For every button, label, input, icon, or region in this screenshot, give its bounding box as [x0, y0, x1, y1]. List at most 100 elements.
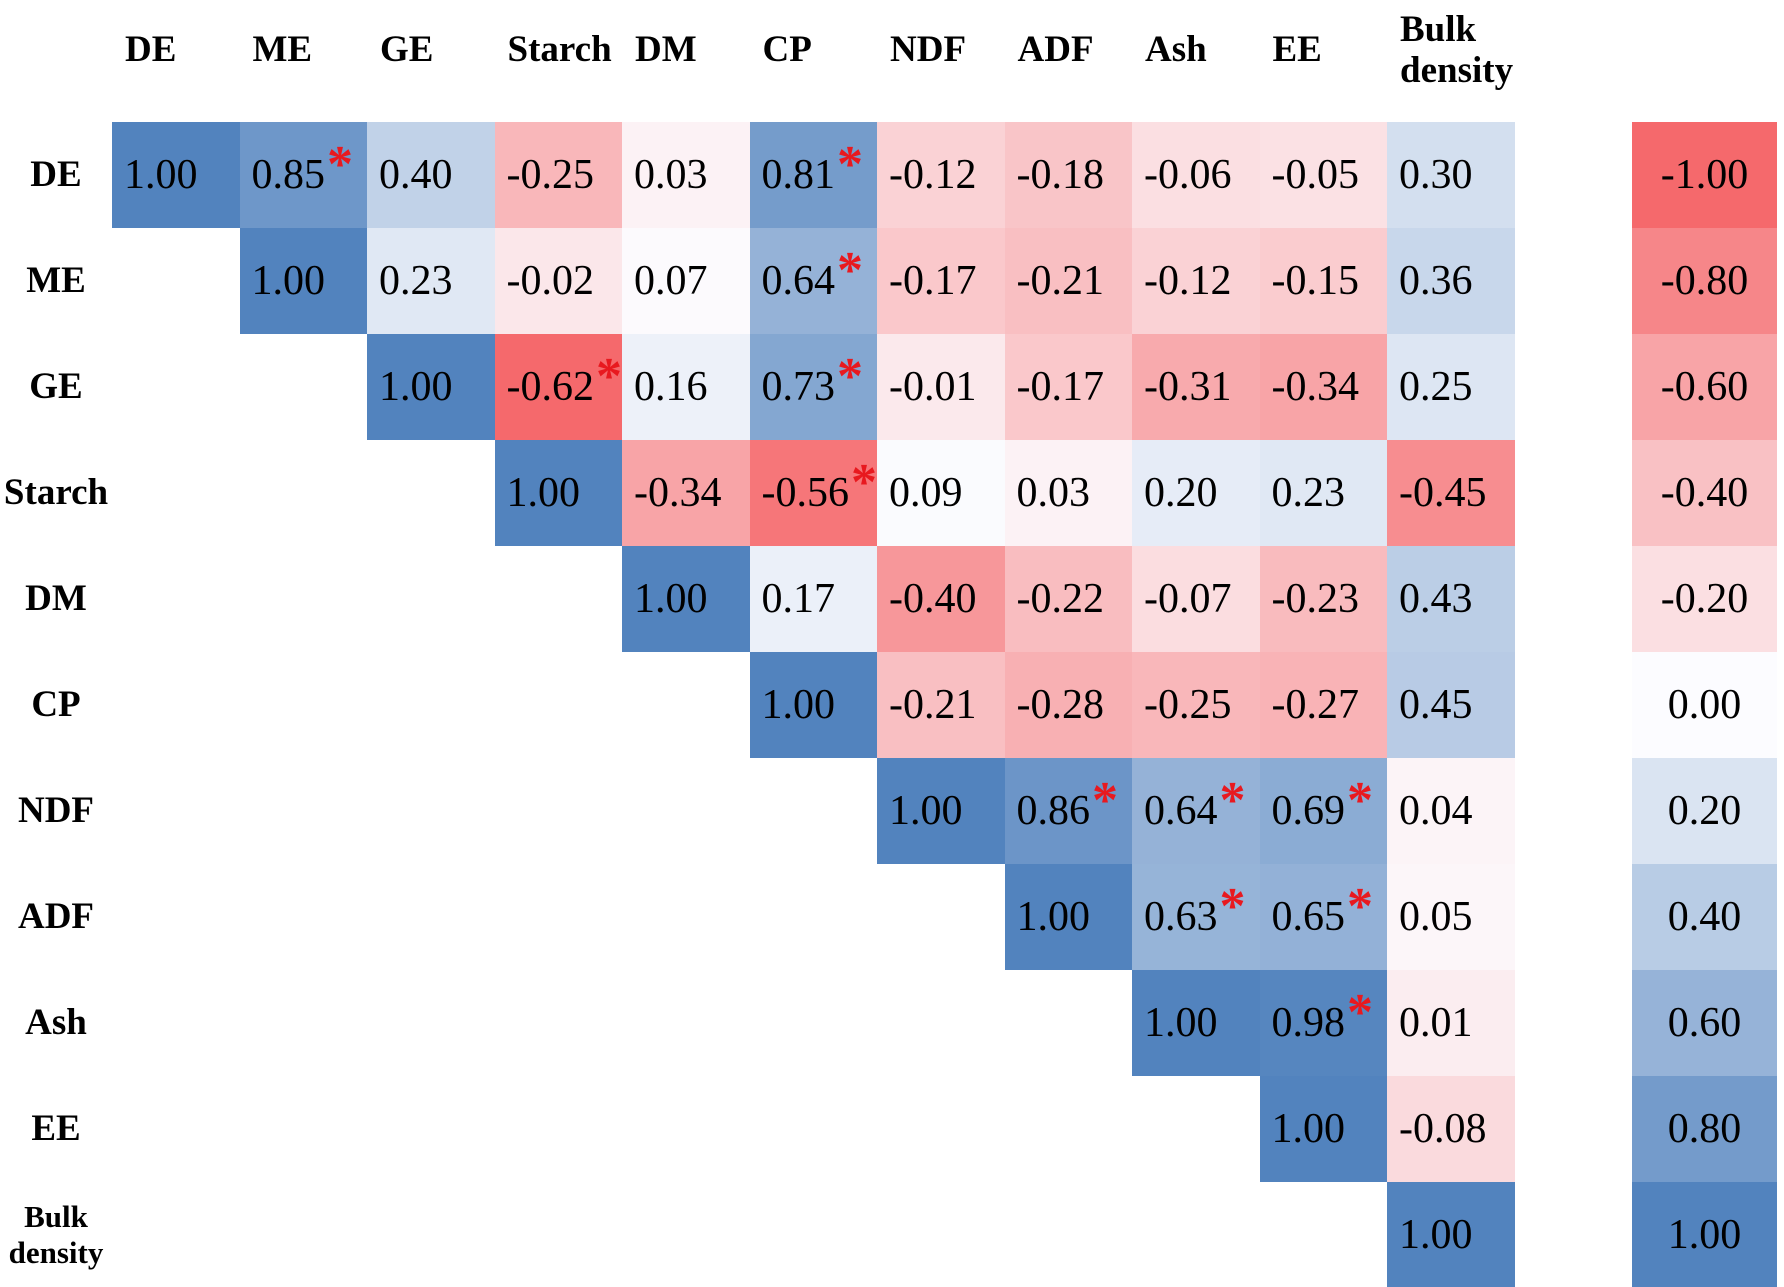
- column-header-me: ME: [252, 29, 313, 71]
- column-header-starch: Starch: [507, 29, 612, 71]
- cell-value: 1.00: [634, 576, 708, 622]
- matrix-cell-adf-ee: 0.65 *: [1259, 864, 1387, 970]
- cell-value: -0.12: [1144, 258, 1232, 304]
- matrix-cell-starch-ndf: 0.09: [877, 440, 1005, 546]
- cell-value: -0.23: [1271, 576, 1360, 622]
- cell-value: 0.98: [1271, 1000, 1346, 1046]
- cell-value: 1.00: [124, 152, 198, 198]
- cell-value: 0.20: [1144, 470, 1218, 516]
- matrix-cell-ge-ge: 1.00: [367, 334, 495, 440]
- matrix-cell-dm-ash: -0.07: [1132, 546, 1260, 652]
- matrix-cell-de-de: 1.00: [112, 122, 240, 228]
- cell-value: -0.27: [1271, 682, 1360, 728]
- row-label-bulk-density: Bulk density: [8, 1199, 104, 1270]
- row-label-de: DE: [30, 153, 82, 195]
- matrix-cell-ge-starch: -0.62 *: [494, 334, 622, 440]
- cell-value: 0.25: [1399, 364, 1473, 410]
- cell-value: 0.23: [1271, 470, 1346, 516]
- matrix-cell-cp-ee: -0.27: [1259, 652, 1387, 758]
- matrix-cell-ndf-ndf: 1.00: [877, 758, 1005, 864]
- matrix-cell-ndf-ash: 0.64 *: [1132, 758, 1260, 864]
- matrix-cell-me-dm: 0.07: [622, 228, 750, 334]
- cell-value: -0.34: [634, 470, 722, 516]
- cell-value: 1.00: [1271, 1106, 1346, 1152]
- legend-tick-label: 1.00: [1667, 1212, 1742, 1258]
- column-header-ash: Ash: [1145, 29, 1207, 71]
- matrix-cell-cp-ash: -0.25: [1132, 652, 1260, 758]
- cell-value: -0.12: [889, 152, 977, 198]
- cell-value: 1.00: [251, 258, 326, 304]
- cell-value: -0.45: [1399, 470, 1487, 516]
- cell-value: -0.15: [1271, 258, 1360, 304]
- matrix-cell-me-ge: 0.23: [367, 228, 495, 334]
- cell-value: 0.36: [1399, 258, 1473, 304]
- matrix-cell-de-dm: 0.03: [622, 122, 750, 228]
- matrix-cell-ee-bulk-density: -0.08: [1387, 1076, 1515, 1182]
- cell-value: 0.64: [1144, 788, 1218, 834]
- matrix-cell-adf-bulk-density: 0.05: [1387, 864, 1515, 970]
- matrix-cell-de-ash: -0.06: [1132, 122, 1260, 228]
- matrix-cell-adf-adf: 1.00: [1004, 864, 1132, 970]
- cell-value: -0.18: [1016, 152, 1105, 198]
- matrix-cell-de-me: 0.85 *: [239, 122, 367, 228]
- matrix-cell-ndf-ee: 0.69 *: [1259, 758, 1387, 864]
- legend-tick-label: -1.00: [1660, 152, 1749, 198]
- matrix-cell-me-adf: -0.21: [1004, 228, 1132, 334]
- cell-value: 0.17: [761, 576, 836, 622]
- cell-value: 1.00: [506, 470, 581, 516]
- matrix-cell-ash-ee: 0.98 *: [1259, 970, 1387, 1076]
- cell-value: 0.30: [1399, 152, 1473, 198]
- cell-value: 0.43: [1399, 576, 1473, 622]
- cell-value: -0.25: [506, 152, 595, 198]
- matrix-cell-me-me: 1.00: [239, 228, 367, 334]
- cell-value: -0.22: [1016, 576, 1105, 622]
- column-header-ndf: NDF: [890, 29, 967, 71]
- legend-swatch-4: -0.20: [1632, 546, 1777, 652]
- matrix-cell-starch-adf: 0.03: [1004, 440, 1132, 546]
- matrix-cell-ge-ash: -0.31: [1132, 334, 1260, 440]
- cell-value: 1.00: [1399, 1212, 1473, 1258]
- cell-value: -0.34: [1271, 364, 1360, 410]
- matrix-cell-me-ee: -0.15: [1259, 228, 1387, 334]
- matrix-cell-dm-dm: 1.00: [622, 546, 750, 652]
- matrix-cell-me-cp: 0.64 *: [749, 228, 877, 334]
- cell-value: -0.08: [1399, 1106, 1487, 1152]
- matrix-cell-ee-ee: 1.00: [1259, 1076, 1387, 1182]
- matrix-cell-ge-bulk-density: 0.25: [1387, 334, 1515, 440]
- legend-tick-label: 0.80: [1667, 1106, 1742, 1152]
- cell-value: -0.01: [889, 364, 977, 410]
- legend-swatch-8: 0.60: [1632, 970, 1777, 1076]
- matrix-cell-starch-ee: 0.23: [1259, 440, 1387, 546]
- matrix-cell-starch-ash: 0.20: [1132, 440, 1260, 546]
- cell-value: 1.00: [379, 364, 453, 410]
- legend-tick-label: 0.20: [1667, 788, 1742, 834]
- cell-value: 0.63: [1144, 894, 1218, 940]
- matrix-cell-ndf-bulk-density: 0.04: [1387, 758, 1515, 864]
- legend-swatch-9: 0.80: [1632, 1076, 1777, 1182]
- matrix-cell-de-cp: 0.81 *: [749, 122, 877, 228]
- cell-value: 0.69: [1271, 788, 1346, 834]
- row-label-ee: EE: [31, 1107, 81, 1149]
- cell-value: -0.62: [506, 364, 595, 410]
- matrix-cell-adf-ash: 0.63 *: [1132, 864, 1260, 970]
- matrix-cell-ash-bulk-density: 0.01: [1387, 970, 1515, 1076]
- cell-value: 0.07: [634, 258, 708, 304]
- cell-value: 0.23: [379, 258, 453, 304]
- cell-value: 1.00: [1016, 894, 1091, 940]
- cell-value: -0.05: [1271, 152, 1360, 198]
- matrix-cell-de-ee: -0.05: [1259, 122, 1387, 228]
- cell-value: 1.00: [1144, 1000, 1218, 1046]
- row-label-ge: GE: [29, 365, 83, 407]
- column-header-ee: EE: [1272, 29, 1322, 71]
- matrix-cell-ge-adf: -0.17: [1004, 334, 1132, 440]
- matrix-cell-ge-ndf: -0.01: [877, 334, 1005, 440]
- cell-value: 0.16: [634, 364, 708, 410]
- cell-value: -0.56: [761, 470, 850, 516]
- row-label-cp: CP: [31, 683, 81, 725]
- cell-value: 0.45: [1399, 682, 1473, 728]
- matrix-cell-dm-cp: 0.17: [749, 546, 877, 652]
- legend-tick-label: -0.40: [1660, 470, 1749, 516]
- legend-swatch-3: -0.40: [1632, 440, 1777, 546]
- legend-tick-label: 0.60: [1667, 1000, 1742, 1046]
- matrix-cell-ge-ee: -0.34: [1259, 334, 1387, 440]
